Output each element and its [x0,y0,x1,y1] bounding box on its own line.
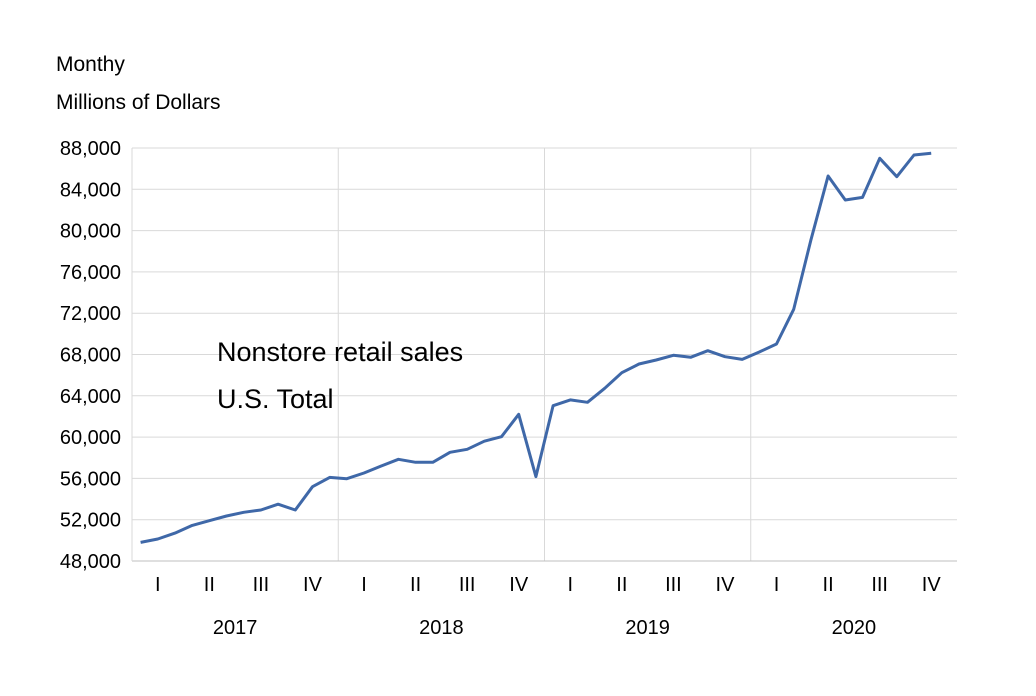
y-tick-label: 56,000 [60,468,121,490]
x-quarter-label: IV [303,574,323,596]
x-quarter-label: II [616,574,627,596]
x-year-label: 2017 [213,617,258,639]
x-quarter-label: I [774,574,780,596]
x-quarter-label: IV [509,574,529,596]
x-quarter-label: I [568,574,574,596]
x-quarter-label: IV [922,574,942,596]
chart-title-line-2: Millions of Dollars [56,91,221,114]
annotation-line-2: U.S. Total [217,384,334,414]
x-quarter-label: III [665,574,682,596]
y-tick-label: 88,000 [60,138,121,160]
annotation-line-1: Nonstore retail sales [217,337,463,367]
x-year-label: 2020 [832,617,877,639]
x-quarter-label: II [410,574,421,596]
chart-title-line-1: Monthy [56,53,125,76]
y-axis-ticks: 48,000 52,000 56,000 60,000 64,000 68,000 72,0… [60,138,121,573]
y-tick-label: 60,000 [60,427,121,449]
y-tick-label: 76,000 [60,262,121,284]
x-quarter-label: II [823,574,834,596]
y-tick-label: 68,000 [60,345,121,367]
x-quarter-label: II [204,574,215,596]
x-quarter-label: I [361,574,367,596]
x-year-label: 2019 [625,617,670,639]
y-tick-label: 80,000 [60,221,121,243]
y-tick-label: 64,000 [60,386,121,408]
x-quarter-label: III [871,574,888,596]
x-quarter-label: I [155,574,161,596]
x-quarter-label: III [253,574,270,596]
y-tick-label: 48,000 [60,551,121,573]
y-tick-label: 84,000 [60,179,121,201]
y-tick-label: 72,000 [60,303,121,325]
x-year-label: 2018 [419,617,464,639]
y-tick-label: 52,000 [60,510,121,532]
x-quarter-label: IV [716,574,736,596]
x-quarter-label: III [459,574,476,596]
